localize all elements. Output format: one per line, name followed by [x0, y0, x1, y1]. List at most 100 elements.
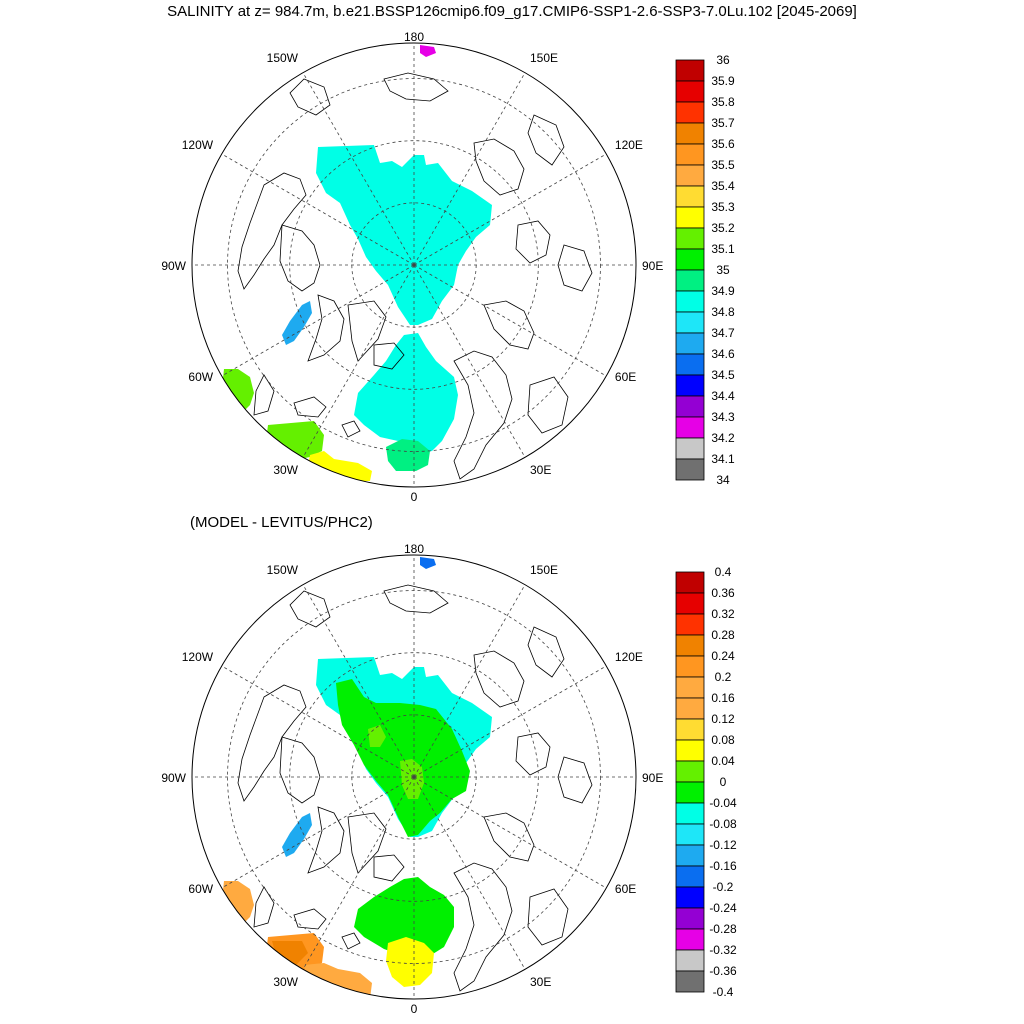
- longitude-label: 0: [411, 490, 418, 504]
- region-norwegian-coast: [386, 937, 434, 987]
- region-baffin-bay: [282, 813, 312, 857]
- colorbar-label: 0.08: [711, 733, 735, 747]
- colorbar-label: -0.36: [709, 964, 737, 978]
- colorbar-box: [675, 101, 705, 124]
- coastline: [453, 350, 513, 480]
- colorbar-box: [675, 374, 705, 397]
- colorbar-box: [675, 865, 705, 888]
- colorbar-label: 34.2: [711, 431, 735, 445]
- coastline: [293, 908, 327, 930]
- colorbar-label: -0.16: [709, 859, 737, 873]
- colorbar-box: [675, 311, 705, 334]
- colorbar-label: 34.6: [711, 347, 735, 361]
- colorbar-box: [675, 248, 705, 271]
- colorbar-box: [675, 353, 705, 376]
- coastline: [347, 300, 387, 362]
- coastline: [515, 732, 551, 776]
- colorbar-label: 35: [716, 263, 730, 277]
- longitude-label: 0: [411, 1002, 418, 1016]
- region-labrador-sea: [222, 369, 254, 413]
- colorbar-box: [675, 823, 705, 846]
- coastline: [483, 300, 535, 350]
- colorbar-box: [675, 781, 705, 804]
- region-arctic-basin-core: [336, 679, 470, 837]
- longitude-label: 150E: [530, 51, 558, 65]
- meridian-line: [302, 264, 415, 458]
- colorbar-label: 0: [720, 775, 727, 789]
- coastline: [557, 756, 593, 804]
- colorbar-box: [675, 416, 705, 439]
- coastline: [557, 244, 593, 292]
- colorbar-label: 34.7: [711, 326, 735, 340]
- meridian-line: [413, 264, 607, 377]
- colorbar-box: [675, 718, 705, 741]
- region-bering-patch: [420, 45, 436, 57]
- coastline: [279, 224, 321, 292]
- colorbar-label: 0.32: [711, 607, 735, 621]
- longitude-label: 180: [404, 542, 424, 556]
- colorbar-label: 34.4: [711, 389, 735, 403]
- coastlines: [237, 72, 593, 480]
- colorbar-box: [675, 332, 705, 355]
- region-nordic-seas: [354, 877, 454, 957]
- coastline: [279, 736, 321, 804]
- colorbar-box: [675, 395, 705, 418]
- longitude-label: 90W: [161, 259, 186, 273]
- colorbar-box: [675, 844, 705, 867]
- meridian-line: [302, 72, 415, 266]
- colorbar-label: 35.1: [711, 242, 735, 256]
- difference-panel-subtitle: (MODEL - LEVITUS/PHC2): [190, 514, 373, 531]
- coastline: [253, 886, 275, 928]
- meridian-line: [302, 776, 415, 970]
- colorbar-box: [675, 269, 705, 292]
- longitude-label: 30E: [530, 975, 551, 989]
- coastline: [373, 342, 405, 370]
- colorbar-box: [675, 227, 705, 250]
- coastline: [341, 420, 361, 438]
- coastline: [527, 376, 569, 434]
- colorbar-label: 35.4: [711, 179, 735, 193]
- coastline: [237, 172, 307, 290]
- colorbar-label: -0.4: [713, 985, 734, 999]
- coastline: [341, 932, 361, 950]
- colorbar-label: -0.08: [709, 817, 737, 831]
- colorbar-label: 35.3: [711, 200, 735, 214]
- longitude-label: 180: [404, 30, 424, 44]
- colorbar-box: [675, 206, 705, 229]
- coastline: [237, 684, 307, 802]
- coastline: [383, 72, 449, 102]
- colorbar-label: 0.04: [711, 754, 735, 768]
- colorbar-box: [675, 802, 705, 825]
- colorbar-box: [675, 760, 705, 783]
- colorbar-label: -0.12: [709, 838, 737, 852]
- region-arctic-basin: [316, 145, 492, 325]
- colorbar-label: 35.8: [711, 95, 735, 109]
- colorbar-label: 0.28: [711, 628, 735, 642]
- longitude-label: 120W: [182, 650, 214, 664]
- map-content: [192, 555, 636, 999]
- coastline: [383, 584, 449, 614]
- longitude-label: 30E: [530, 463, 551, 477]
- longitude-label: 150W: [267, 563, 299, 577]
- colorbar-label: 34.9: [711, 284, 735, 298]
- map-border: [191, 42, 637, 488]
- colorbar-box: [675, 907, 705, 930]
- colorbar-box: [675, 928, 705, 951]
- colorbar-label: 0.16: [711, 691, 735, 705]
- difference-map-panel: 180 150E 120E 90E 60E 30E 0 30W 60W 90W 120W 150W: [161, 542, 663, 1016]
- colorbar-box: [675, 143, 705, 166]
- coastline: [527, 888, 569, 946]
- colorbar-label: 34: [716, 473, 730, 487]
- map-content: [192, 43, 636, 487]
- longitude-label: 60E: [615, 370, 636, 384]
- colorbar-label: -0.28: [709, 922, 737, 936]
- colorbar-box: [675, 290, 705, 313]
- longitude-label: 30W: [273, 463, 298, 477]
- region-baffin-bay: [282, 301, 312, 345]
- region-iceland-basin: [308, 451, 372, 481]
- coastline: [515, 220, 551, 264]
- longitude-label: 60W: [188, 882, 213, 896]
- longitude-label: 90E: [642, 771, 663, 785]
- coastline: [473, 138, 525, 196]
- difference-colorbar: 0.4 0.36 0.32 0.28 0.24 0.2 0.16 0.12 0.08 0.04 0 -…: [675, 565, 737, 999]
